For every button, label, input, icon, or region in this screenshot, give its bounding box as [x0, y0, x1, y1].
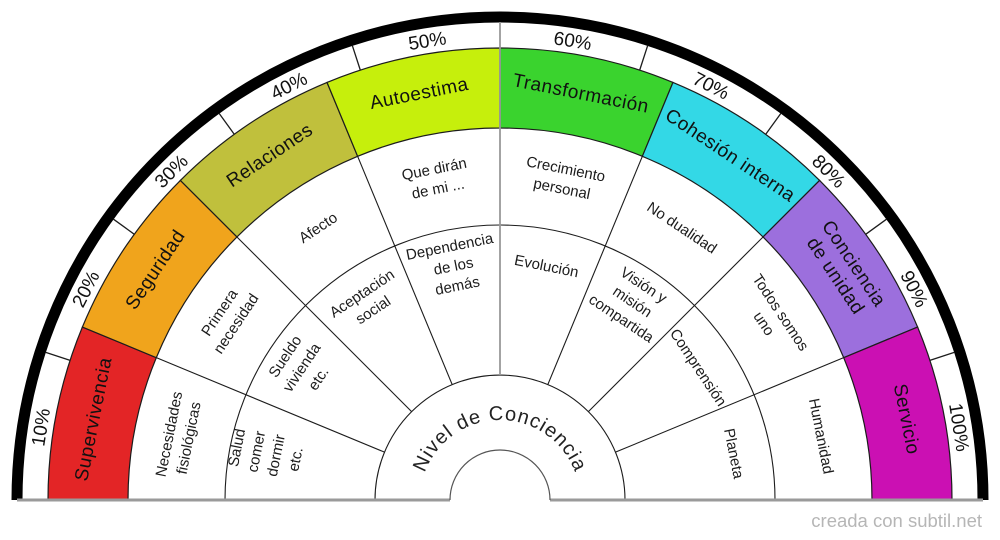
tick-60: [639, 45, 649, 71]
tick-80: [865, 218, 888, 235]
sector-line: [615, 357, 844, 453]
watermark-text: creada con subtil.net: [811, 510, 982, 531]
sector-line: [357, 156, 453, 385]
middle-label-relaciones: Afecto: [296, 209, 341, 247]
inner-label-servicio: Planeta: [720, 427, 747, 481]
middle-label-servicio: Humanidad: [805, 397, 837, 476]
tick-40: [351, 45, 361, 71]
ring-arc-1: [374, 374, 626, 501]
inner-label-transformacion: Evolución: [513, 252, 580, 281]
outer-arc: [11, 11, 989, 501]
tick-90: [929, 351, 955, 361]
sector-line: [156, 357, 385, 453]
tick-20: [112, 218, 135, 235]
tick-label-10: 10%: [28, 407, 55, 448]
sector-line: [547, 156, 643, 385]
tick-label-50: 50%: [407, 28, 448, 55]
inner-label-conciencia-de-unidad: Comprensión: [666, 326, 730, 410]
center-hole: [449, 449, 551, 501]
tick-30: [218, 112, 235, 135]
middle-label-cohesion-interna: No dualidad: [644, 199, 720, 258]
sector-line: [588, 236, 764, 412]
sector-line: [236, 236, 412, 412]
inner-label-supervivencia: etc.: [285, 446, 306, 473]
tick-10: [45, 351, 71, 361]
tick-label-60: 60%: [552, 28, 593, 55]
tick-70: [765, 112, 782, 135]
